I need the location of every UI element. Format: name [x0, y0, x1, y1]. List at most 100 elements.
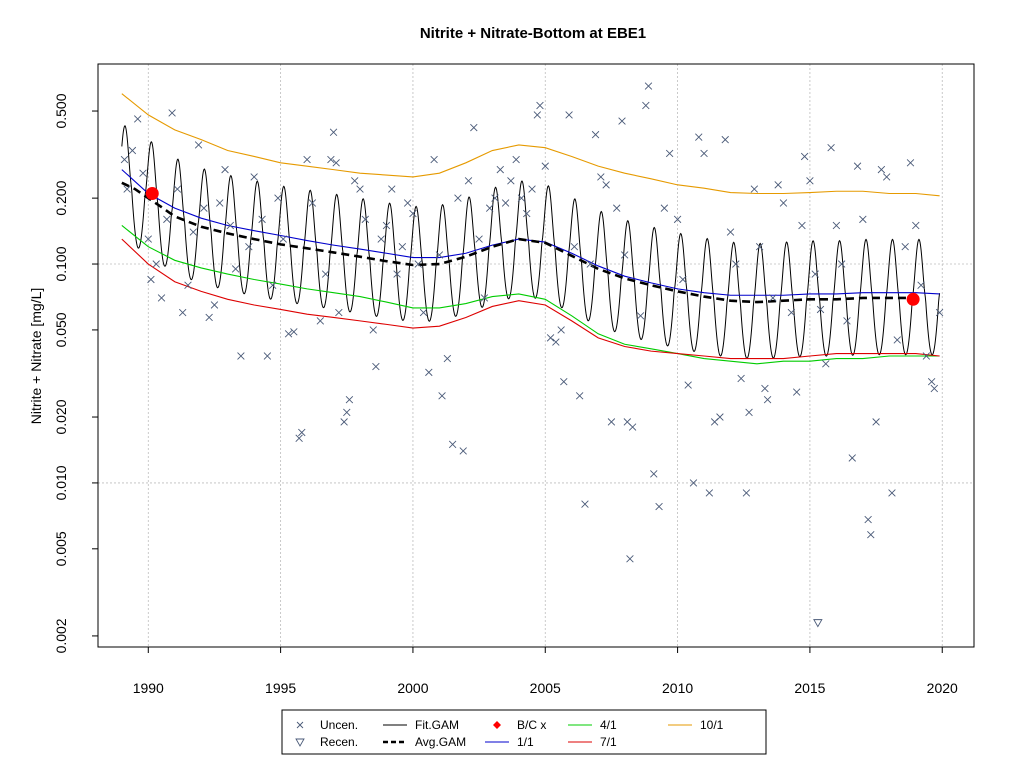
uncen-point-mark [303, 155, 311, 164]
uncen-point-mark [628, 423, 637, 431]
uncen-point [340, 418, 348, 426]
uncen-point-mark [414, 260, 422, 268]
uncen-point-mark [774, 181, 782, 189]
uncen-point-mark [144, 235, 153, 243]
series-4-1 [121, 225, 940, 365]
uncen-point [274, 194, 282, 202]
uncen-point [343, 408, 351, 417]
uncen-point [388, 185, 396, 193]
uncen-point-mark [398, 242, 407, 251]
uncen-point [295, 434, 303, 442]
uncen-point [716, 413, 724, 421]
uncen-point-mark [613, 204, 621, 212]
uncen-point [226, 221, 235, 230]
uncen-point-mark [732, 260, 740, 268]
uncen-point [356, 185, 364, 193]
uncen-point-mark [922, 352, 931, 360]
uncen-point [628, 423, 637, 431]
uncen-point-mark [602, 181, 610, 189]
uncen-point-mark [173, 185, 182, 193]
uncen-point-mark [425, 368, 433, 377]
uncen-point [350, 177, 359, 185]
uncen-point [597, 173, 605, 181]
x-tick-label: 1990 [133, 680, 164, 696]
uncen-point [882, 173, 891, 181]
uncen-point [806, 177, 814, 185]
uncen-point [200, 204, 208, 212]
uncen-point-mark [546, 334, 555, 342]
uncen-point-mark [512, 155, 520, 164]
uncen-point-mark [221, 165, 229, 174]
uncen-point [732, 260, 740, 268]
uncen-point-mark [930, 384, 939, 393]
uncen-point [316, 317, 325, 325]
uncen-point-mark [586, 260, 594, 268]
uncen-point [284, 330, 293, 338]
series-avg-gam [121, 181, 916, 304]
uncen-point-mark [893, 336, 901, 344]
uncen-point-mark [133, 115, 142, 123]
uncen-point-mark [321, 270, 330, 278]
uncen-point-mark [327, 155, 335, 164]
uncen-point [750, 185, 759, 193]
uncen-point-mark [448, 440, 457, 449]
uncen-point [168, 109, 176, 117]
uncen-point-mark [316, 317, 325, 325]
y-tick-label: 0.200 [53, 180, 69, 215]
uncen-point-mark [832, 221, 841, 230]
uncen-point [626, 555, 634, 563]
uncen-point-mark [237, 352, 245, 360]
x-tick-label: 2005 [530, 680, 561, 696]
legend-label: Fit.GAM [415, 718, 459, 732]
uncen-point [409, 209, 417, 218]
uncen-point [178, 308, 187, 317]
uncen-point [560, 377, 568, 386]
uncen-point-mark [867, 530, 875, 539]
uncen-point [644, 82, 653, 90]
uncen-point-mark [650, 470, 658, 478]
uncen-point [173, 185, 182, 193]
uncen-point-mark [268, 281, 277, 289]
uncen-point [935, 308, 944, 317]
uncen-point-mark [721, 135, 729, 144]
uncen-point [565, 111, 573, 119]
uncen-point [742, 489, 751, 497]
uncen-point-mark [200, 204, 208, 212]
uncen-point-mark [501, 199, 510, 207]
uncen-point [620, 251, 629, 259]
x-tick-label: 2000 [397, 680, 428, 696]
uncen-point-mark [848, 454, 856, 462]
uncen-point [507, 177, 515, 185]
uncen-point-mark [152, 260, 160, 268]
uncen-point [245, 242, 253, 251]
x-tick-label: 2020 [927, 680, 958, 696]
uncen-point [800, 152, 809, 161]
uncen-point-mark [382, 221, 391, 230]
uncen-point [705, 489, 714, 497]
uncen-point-mark [263, 352, 272, 360]
legend-label: Recen. [320, 735, 358, 749]
uncen-point [430, 155, 438, 164]
uncen-point [438, 392, 446, 400]
uncen-point-mark [361, 215, 370, 224]
uncen-point [480, 294, 489, 302]
uncen-point-mark [435, 251, 444, 259]
uncen-point-mark [335, 308, 343, 317]
uncen-point-mark [745, 408, 753, 417]
uncen-point [822, 360, 830, 368]
y-tick-label: 0.050 [53, 312, 69, 347]
uncen-point [769, 294, 777, 302]
uncen-point [541, 162, 549, 170]
legend-marker [295, 738, 305, 747]
legend-item-d4_1: 4/1 [568, 718, 617, 732]
uncen-point [642, 101, 650, 110]
uncen-point [816, 305, 825, 314]
uncen-point [591, 130, 600, 139]
uncen-point-mark [673, 215, 682, 224]
uncen-point [329, 128, 338, 136]
uncen-point [523, 209, 531, 218]
y-tick-label: 0.500 [53, 93, 69, 128]
uncen-point-mark [356, 185, 364, 193]
uncen-point-mark [388, 185, 396, 193]
uncen-point-mark [157, 294, 166, 302]
